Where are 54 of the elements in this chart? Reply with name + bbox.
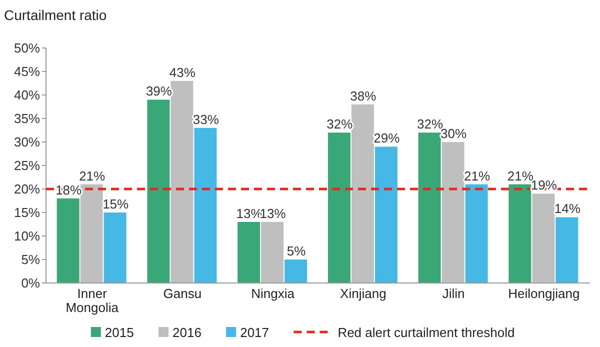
legend-label: 2015 (104, 325, 134, 340)
legend-label: 2017 (240, 325, 270, 340)
y-tick-label: 5% (21, 252, 40, 268)
bar (261, 222, 284, 283)
data-label: 38% (350, 88, 377, 104)
bar (556, 217, 578, 283)
bar (351, 104, 374, 283)
bar (532, 194, 555, 283)
y-tick-label: 40% (14, 88, 40, 103)
data-label: 5% (286, 244, 306, 258)
y-tick-label: 25% (14, 158, 40, 174)
data-label: 39% (146, 84, 172, 99)
data-label: 21% (464, 168, 490, 184)
data-label: 21% (507, 168, 534, 184)
bar (80, 184, 103, 283)
y-tick-label: 50% (14, 40, 40, 56)
bar (104, 212, 126, 283)
bar (465, 184, 488, 283)
bar (147, 100, 170, 283)
bar (418, 132, 441, 283)
bar (284, 260, 308, 283)
x-tick-label: Inner Mongolia (66, 286, 120, 315)
bar (170, 80, 194, 283)
bar (328, 132, 350, 283)
x-tick-label: Gansu (163, 286, 202, 301)
y-tick-label: 10% (14, 228, 40, 244)
legend-label: 2016 (172, 325, 202, 340)
x-tick-label: Heilongjiang (508, 286, 580, 301)
y-tick-label: 30% (14, 134, 40, 150)
data-label: 33% (192, 112, 220, 127)
data-label: 14% (554, 201, 581, 216)
x-tick-label: Jilin (442, 286, 465, 301)
bar (374, 146, 398, 283)
y-tick-label: 35% (14, 111, 40, 126)
data-label: 13% (260, 206, 286, 221)
y-tick-label: 45% (14, 64, 40, 80)
y-axis-title: Curtailment ratio (4, 7, 107, 23)
y-tick-label: 20% (14, 182, 40, 197)
bar (56, 198, 80, 283)
bar (194, 128, 217, 283)
legend-label: Red alert curtailment threshold (338, 325, 515, 340)
y-tick-label: 15% (14, 205, 40, 220)
data-label: 30% (440, 126, 467, 141)
bar (238, 222, 260, 283)
data-label: 15% (102, 196, 130, 212)
bar (442, 142, 464, 283)
x-tick-label: Xinjiang (340, 286, 386, 301)
data-label: 43% (169, 64, 196, 80)
data-label: 32% (326, 116, 354, 132)
y-tick-label: 0% (21, 276, 40, 291)
data-label: 29% (374, 130, 400, 146)
x-tick-label: Ningxia (251, 286, 296, 301)
bar (508, 184, 532, 283)
data-label: 21% (79, 168, 106, 184)
